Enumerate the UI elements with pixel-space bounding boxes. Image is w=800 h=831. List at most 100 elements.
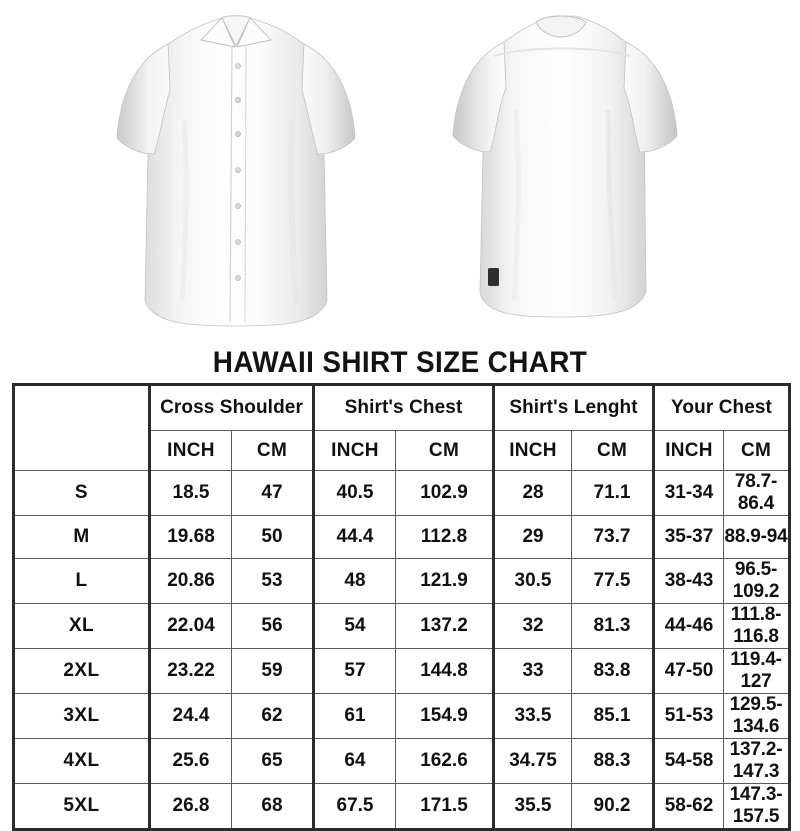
cell-your-chest-cm: 111.8-116.8 xyxy=(723,603,792,649)
cell-your-chest-inch: 38-43 xyxy=(652,558,725,604)
cell-chest-cm: 162.6 xyxy=(394,738,495,784)
cell-your-chest-inch: 44-46 xyxy=(652,603,725,649)
header-group-cross-shoulder: Cross Shoulder xyxy=(148,383,314,431)
cell-chest-cm: 144.8 xyxy=(394,648,495,694)
header-unit-chest-cm: CM xyxy=(394,430,495,471)
cell-cross-shoulder-inch: 24.4 xyxy=(148,693,232,739)
cell-length-inch: 28 xyxy=(492,470,573,516)
cell-your-chest-cm: 78.7-86.4 xyxy=(723,470,792,516)
cell-cross-shoulder-inch: 23.22 xyxy=(148,648,232,694)
cell-chest-cm: 121.9 xyxy=(394,558,495,604)
cell-chest-inch: 64 xyxy=(312,738,396,784)
cell-chest-inch: 40.5 xyxy=(312,470,396,516)
cell-length-cm: 85.1 xyxy=(571,693,655,739)
cell-cross-shoulder-cm: 68 xyxy=(231,783,314,831)
cell-length-cm: 83.8 xyxy=(571,648,655,694)
cell-cross-shoulder-cm: 56 xyxy=(231,603,314,649)
table-row: 4XL 25.6 65 64 162.6 34.75 88.3 54-58 13… xyxy=(12,738,792,784)
header-group-shirts-lenght: Shirt's Lenght xyxy=(492,383,655,431)
cell-cross-shoulder-cm: 62 xyxy=(231,693,314,739)
size-label: 2XL xyxy=(12,648,150,694)
cell-chest-cm: 171.5 xyxy=(394,783,495,831)
header-unit-cross-shoulder-inch: INCH xyxy=(148,430,232,471)
table-row: 5XL 26.8 68 67.5 171.5 35.5 90.2 58-62 1… xyxy=(12,783,792,831)
cell-cross-shoulder-inch: 26.8 xyxy=(148,783,232,831)
cell-length-cm: 90.2 xyxy=(571,783,655,831)
cell-length-inch: 30.5 xyxy=(492,558,573,604)
cell-your-chest-cm: 119.4-127 xyxy=(723,648,792,694)
header-unit-length-cm: CM xyxy=(571,430,655,471)
cell-cross-shoulder-cm: 47 xyxy=(231,470,314,516)
cell-chest-inch: 48 xyxy=(312,558,396,604)
cell-length-cm: 71.1 xyxy=(571,470,655,516)
cell-your-chest-cm: 88.9-94 xyxy=(723,515,792,559)
table-row: XL 22.04 56 54 137.2 32 81.3 44-46 111.8… xyxy=(12,603,792,649)
cell-chest-inch: 54 xyxy=(312,603,396,649)
shirt-back-view xyxy=(436,0,686,340)
table-header-group-row: Cross Shoulder Shirt's Chest Shirt's Len… xyxy=(12,383,792,471)
cell-cross-shoulder-cm: 50 xyxy=(231,515,314,559)
cell-length-inch: 34.75 xyxy=(492,738,573,784)
cell-your-chest-inch: 51-53 xyxy=(652,693,725,739)
cell-length-inch: 33.5 xyxy=(492,693,573,739)
cell-your-chest-inch: 35-37 xyxy=(652,515,725,559)
header-group-shirts-chest: Shirt's Chest xyxy=(311,383,495,431)
cell-your-chest-inch: 47-50 xyxy=(652,648,725,694)
cell-your-chest-cm: 137.2-147.3 xyxy=(723,738,792,784)
size-label: XL xyxy=(12,603,150,649)
cell-your-chest-inch: 54-58 xyxy=(652,738,725,784)
size-label: S xyxy=(12,470,150,516)
size-chart-table-container: Cross Shoulder Shirt's Chest Shirt's Len… xyxy=(12,383,792,831)
cell-your-chest-inch: 31-34 xyxy=(652,470,725,516)
cell-length-cm: 88.3 xyxy=(571,738,655,784)
table-header-unit-row: INCH CM INCH CM INCH CM INCH CM xyxy=(14,430,792,471)
cell-chest-inch: 57 xyxy=(312,648,396,694)
cell-length-cm: 73.7 xyxy=(571,515,655,559)
cell-chest-inch: 67.5 xyxy=(312,783,396,831)
cell-cross-shoulder-inch: 20.86 xyxy=(148,558,232,604)
size-chart-table: Cross Shoulder Shirt's Chest Shirt's Len… xyxy=(12,383,792,831)
header-unit-your-chest-cm: CM xyxy=(723,430,792,471)
table-row: 3XL 24.4 62 61 154.9 33.5 85.1 51-53 129… xyxy=(12,693,792,739)
size-label: 4XL xyxy=(12,738,150,784)
page-title: HAWAII SHIRT SIZE CHART xyxy=(212,346,588,379)
cell-cross-shoulder-cm: 65 xyxy=(231,738,314,784)
cell-your-chest-inch: 58-62 xyxy=(652,783,725,831)
product-image-strip xyxy=(0,0,800,340)
cell-cross-shoulder-cm: 59 xyxy=(231,648,314,694)
cell-cross-shoulder-inch: 25.6 xyxy=(148,738,232,784)
cell-your-chest-cm: 147.3-157.5 xyxy=(723,783,792,831)
cell-cross-shoulder-inch: 18.5 xyxy=(148,470,232,516)
cell-length-cm: 77.5 xyxy=(571,558,655,604)
size-label: M xyxy=(12,515,150,559)
cell-cross-shoulder-inch: 19.68 xyxy=(148,515,232,559)
header-unit-cross-shoulder-cm: CM xyxy=(231,430,314,471)
cell-chest-inch: 44.4 xyxy=(312,515,396,559)
table-row: 2XL 23.22 59 57 144.8 33 83.8 47-50 119.… xyxy=(12,648,792,694)
cell-length-cm: 81.3 xyxy=(571,603,655,649)
size-label: L xyxy=(12,558,150,604)
cell-your-chest-cm: 96.5-109.2 xyxy=(723,558,792,604)
cell-chest-cm: 154.9 xyxy=(394,693,495,739)
cell-cross-shoulder-inch: 22.04 xyxy=(148,603,232,649)
cell-length-inch: 35.5 xyxy=(492,783,573,831)
table-row: S 18.5 47 40.5 102.9 28 71.1 31-34 78.7-… xyxy=(12,470,792,516)
cell-chest-cm: 102.9 xyxy=(394,470,495,516)
header-group-your-chest: Your Chest xyxy=(652,383,792,431)
table-row: L 20.86 53 48 121.9 30.5 77.5 38-43 96.5… xyxy=(12,558,792,604)
size-label: 3XL xyxy=(12,693,150,739)
cell-cross-shoulder-cm: 53 xyxy=(231,558,314,604)
cell-chest-cm: 112.8 xyxy=(394,515,495,559)
shirt-front-view xyxy=(96,0,376,340)
cell-your-chest-cm: 129.5-134.6 xyxy=(723,693,792,739)
cell-length-inch: 33 xyxy=(492,648,573,694)
cell-chest-cm: 137.2 xyxy=(394,603,495,649)
size-label: 5XL xyxy=(12,783,150,831)
header-unit-your-chest-inch: INCH xyxy=(652,430,725,471)
header-unit-chest-inch: INCH xyxy=(312,430,396,471)
cell-length-inch: 32 xyxy=(492,603,573,649)
header-unit-length-inch: INCH xyxy=(492,430,573,471)
cell-chest-inch: 61 xyxy=(312,693,396,739)
cell-length-inch: 29 xyxy=(492,515,573,559)
corner-blank-header xyxy=(12,383,150,471)
